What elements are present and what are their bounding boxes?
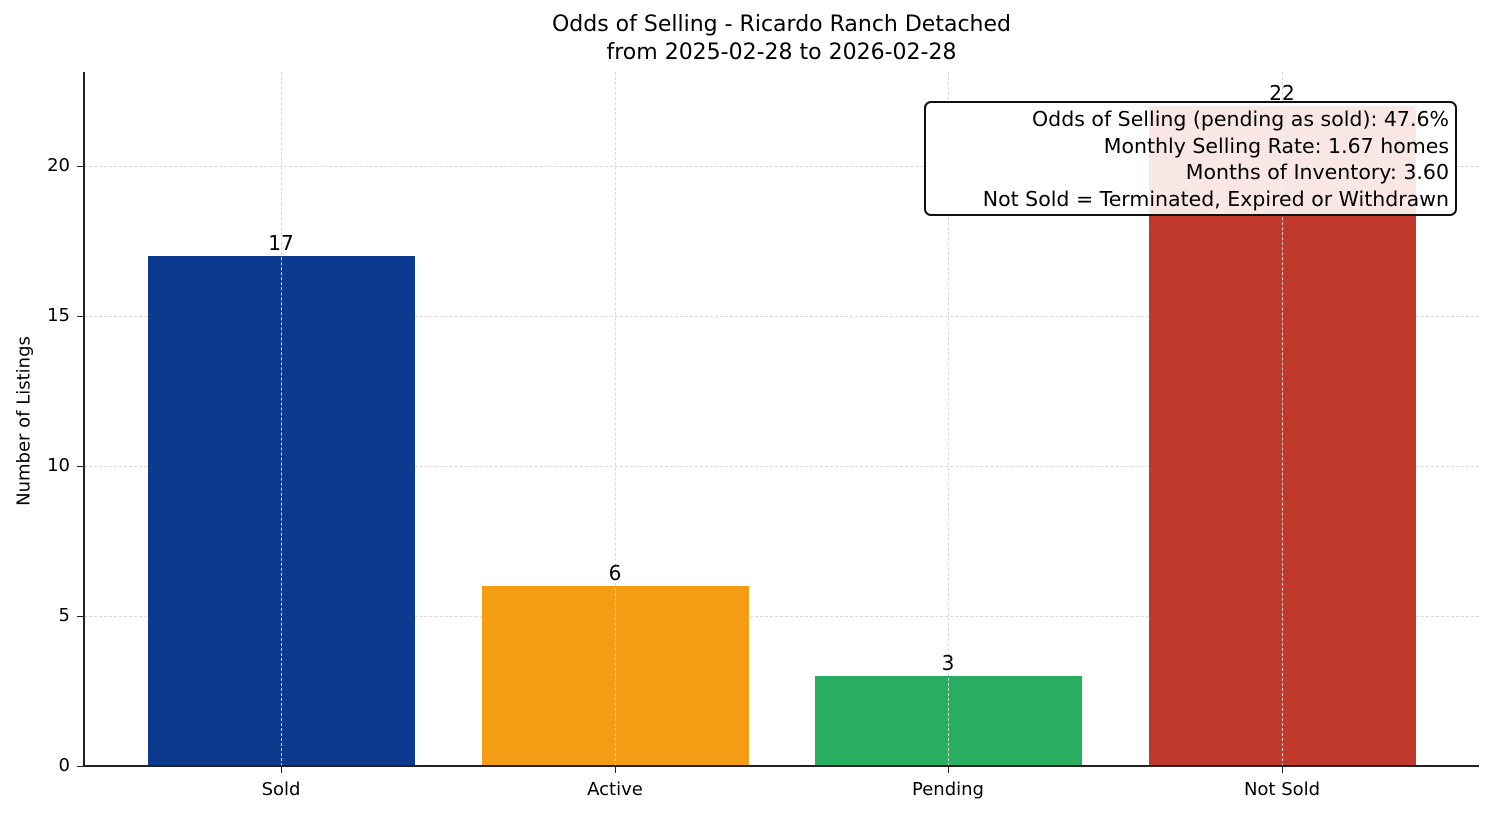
xtick-sold — [281, 767, 282, 773]
stats-annotation-box: Odds of Selling (pending as sold): 47.6%… — [924, 101, 1457, 216]
xtick-label-pending: Pending — [912, 779, 984, 800]
ytick-label-10: 10 — [47, 455, 70, 476]
gridline-y-10 — [84, 466, 1479, 467]
xtick-not-sold — [1282, 767, 1283, 773]
gridline-x-sold — [281, 72, 282, 766]
xtick-label-not-sold: Not Sold — [1243, 779, 1321, 800]
gridline-x-active — [615, 72, 616, 766]
x-axis-spine — [83, 765, 1479, 767]
annotation-monthly-rate: Monthly Selling Rate: 1.67 homes — [1103, 133, 1449, 158]
ytick-label-5: 5 — [58, 605, 70, 626]
y-axis-spine — [83, 72, 85, 767]
gridline-y-5 — [84, 616, 1479, 617]
gridline-y-15 — [84, 316, 1479, 317]
chart-subtitle: from 2025-02-28 to 2026-02-28 — [606, 40, 957, 65]
annotation-odds-of-selling: Odds of Selling (pending as sold): 47.6% — [1032, 107, 1449, 131]
xtick-label-active: Active — [587, 779, 643, 800]
y-axis-label: Number of Listings — [13, 336, 35, 506]
gridline-x-not-sold — [1282, 72, 1283, 766]
chart-title-block: Odds of Selling - Ricardo Ranch Detached… — [84, 11, 1479, 67]
bar-value-label-active: 6 — [608, 561, 622, 585]
ytick-15 — [77, 316, 83, 317]
ytick-label-0: 0 — [58, 755, 70, 776]
gridline-x-pending — [948, 72, 949, 766]
ytick-20 — [77, 166, 83, 167]
xtick-label-sold: Sold — [261, 779, 301, 800]
bar-value-label-sold: 17 — [268, 231, 294, 255]
ytick-label-20: 20 — [47, 155, 70, 176]
chart-title: Odds of Selling - Ricardo Ranch Detached — [551, 12, 1011, 37]
ytick-5 — [77, 616, 83, 617]
annotation-not-sold-definition: Not Sold = Terminated, Expired or Withdr… — [982, 186, 1449, 211]
xtick-pending — [948, 767, 949, 773]
gridline-y-20 — [84, 166, 1479, 167]
ytick-0 — [77, 766, 83, 767]
annotation-months-inventory: Months of Inventory: 3.60 — [1185, 160, 1449, 184]
bar-value-label-not-sold: 22 — [1269, 81, 1295, 105]
xtick-active — [615, 767, 616, 773]
ytick-label-15: 15 — [47, 305, 70, 326]
bar-value-label-pending: 3 — [941, 651, 955, 675]
ytick-10 — [77, 466, 83, 467]
